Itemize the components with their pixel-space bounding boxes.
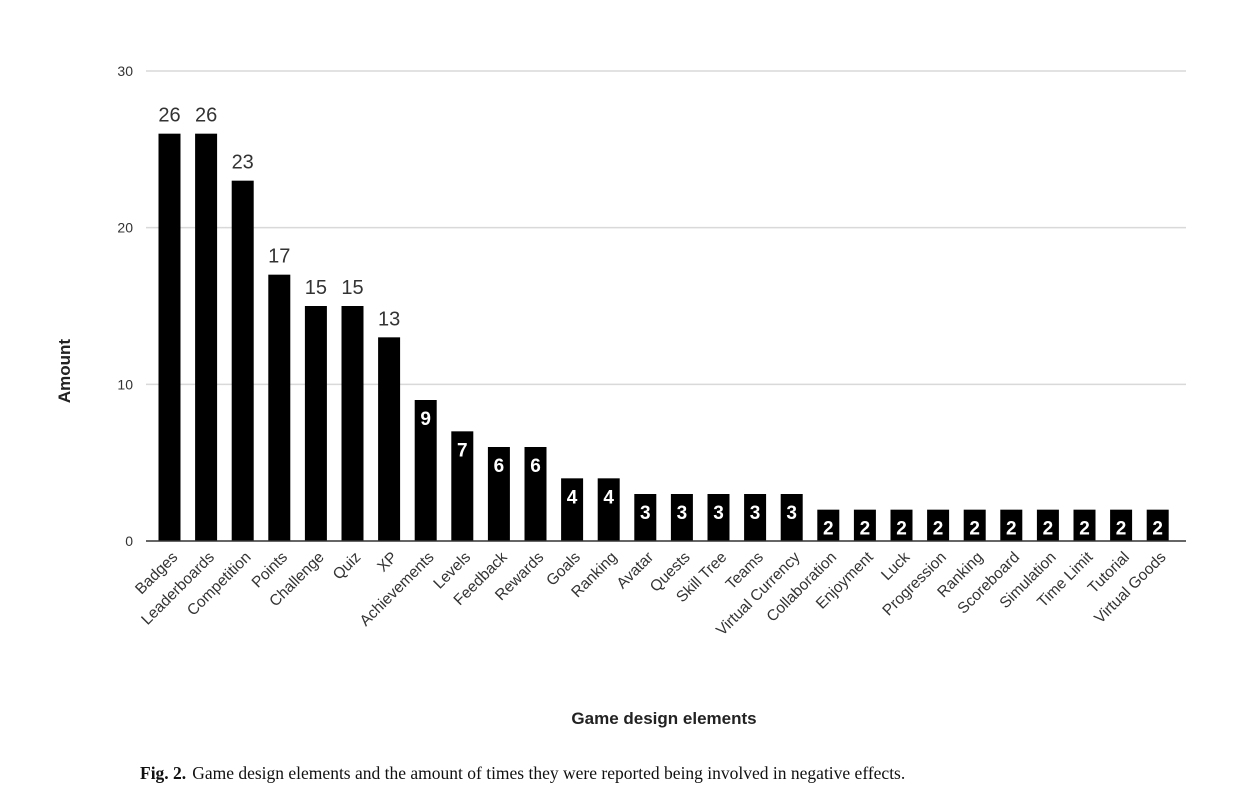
y-axis-title: Amount (55, 339, 74, 404)
bar (414, 400, 437, 541)
bar (195, 133, 218, 541)
y-tick-label: 10 (117, 376, 133, 392)
bars (158, 133, 1169, 541)
data-label: 15 (341, 277, 363, 299)
data-label: 2 (1006, 519, 1017, 540)
bar (378, 337, 401, 541)
bar (1146, 509, 1169, 541)
x-axis-ticks: BadgesLeaderboardsCompetitionPointsChall… (132, 548, 1170, 639)
data-label: 2 (1116, 519, 1127, 540)
bar (780, 494, 803, 541)
bar (597, 478, 620, 541)
x-tick-label: XP (374, 549, 401, 576)
data-label: 9 (420, 409, 431, 430)
bar (451, 431, 474, 541)
bar (927, 509, 950, 541)
bar (890, 509, 913, 541)
grid-lines (146, 70, 1186, 386)
data-label: 2 (823, 519, 834, 540)
data-label: 6 (530, 456, 541, 477)
figure-caption: Fig. 2. Game design elements and the amou… (140, 763, 905, 784)
bar (231, 180, 254, 541)
bar (341, 306, 364, 541)
data-label: 3 (713, 503, 724, 524)
data-labels: 26 26 23 17 15 15 13 9 7 6 6 4 4 3 3 3 3 3 2 2 2 2 2 2 2 2 2 2 (158, 105, 1163, 540)
data-label: 6 (494, 456, 505, 477)
bar (634, 494, 657, 541)
data-label: 15 (305, 277, 327, 299)
y-tick-label: 30 (117, 63, 133, 79)
data-label: 3 (786, 503, 797, 524)
data-label: 13 (378, 308, 400, 330)
bar (524, 447, 547, 541)
bar (1000, 509, 1023, 541)
data-label: 26 (195, 105, 217, 127)
data-label: 4 (603, 487, 614, 508)
data-label: 23 (232, 152, 254, 174)
bar (744, 494, 767, 541)
bar (853, 509, 876, 541)
data-label: 2 (933, 519, 944, 540)
bar (1110, 509, 1133, 541)
x-tick-label: Quiz (330, 549, 365, 584)
data-label: 3 (677, 503, 688, 524)
bar (1073, 509, 1096, 541)
bar (817, 509, 840, 541)
bar (561, 478, 584, 541)
data-label: 17 (268, 246, 290, 268)
bar (670, 494, 693, 541)
data-label: 2 (969, 519, 980, 540)
x-axis-title: Game design elements (571, 709, 756, 728)
data-label: 7 (457, 440, 468, 461)
bar (158, 133, 181, 541)
bar (963, 509, 986, 541)
figure-label: Fig. 2. (140, 763, 187, 783)
caption-text: Game design elements and the amount of t… (192, 763, 906, 783)
bar (707, 494, 730, 541)
y-tick-label: 20 (117, 220, 133, 236)
y-tick-label: 0 (125, 533, 133, 549)
data-label: 3 (750, 503, 761, 524)
data-label: 26 (158, 105, 180, 127)
data-label: 4 (567, 487, 578, 508)
bar (487, 447, 510, 541)
bar (1036, 509, 1059, 541)
data-label: 2 (1079, 519, 1090, 540)
bar (268, 274, 291, 541)
data-label: 2 (1043, 519, 1054, 540)
y-axis-ticks: 0 10 20 30 (117, 63, 133, 549)
data-label: 3 (640, 503, 651, 524)
bar (304, 306, 327, 541)
data-label: 2 (896, 519, 907, 540)
data-label: 2 (860, 519, 871, 540)
data-label: 2 (1152, 519, 1163, 540)
